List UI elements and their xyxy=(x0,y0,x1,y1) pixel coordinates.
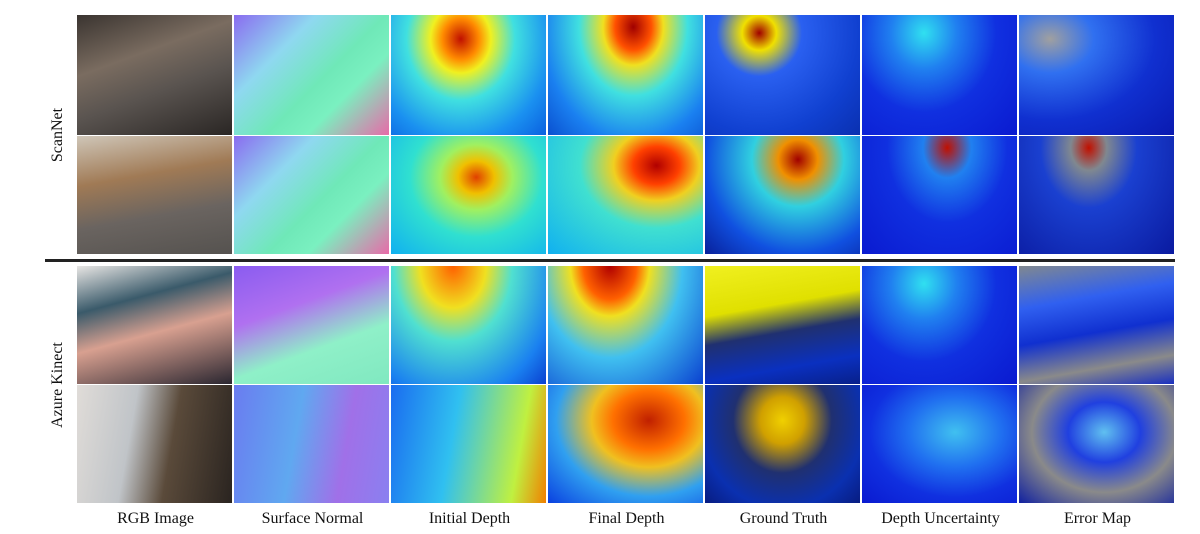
image-panel xyxy=(862,136,1017,254)
image-panel xyxy=(234,385,389,503)
image-panel xyxy=(548,266,703,384)
image-panel xyxy=(234,15,389,135)
image-panel xyxy=(391,266,546,384)
column-label: RGB Image xyxy=(117,510,194,527)
image-panel xyxy=(1019,266,1174,384)
image-panel xyxy=(862,15,1017,135)
image-panel xyxy=(548,136,703,254)
image-panel xyxy=(391,15,546,135)
image-panel xyxy=(705,15,860,135)
image-panel xyxy=(391,385,546,503)
image-panel xyxy=(234,266,389,384)
image-panel xyxy=(548,385,703,503)
image-panel xyxy=(77,385,232,503)
row-label: ScanNet xyxy=(49,107,66,163)
image-panel xyxy=(234,136,389,254)
column-label: Ground Truth xyxy=(739,510,828,527)
image-panel xyxy=(77,15,232,135)
image-panel xyxy=(77,266,232,384)
column-label: Final Depth xyxy=(588,510,665,527)
image-panel xyxy=(77,136,232,254)
image-panel xyxy=(391,136,546,254)
separator xyxy=(45,259,1175,262)
column-label: Initial Depth xyxy=(428,510,511,527)
image-panel xyxy=(1019,385,1174,503)
column-label: Error Map xyxy=(1063,510,1132,527)
column-label: Surface Normal xyxy=(261,510,364,527)
image-panel xyxy=(705,385,860,503)
row-label: Azure Kinect xyxy=(49,342,66,428)
image-panel xyxy=(705,266,860,384)
image-panel xyxy=(705,136,860,254)
image-panel xyxy=(862,385,1017,503)
column-label: Depth Uncertainty xyxy=(881,510,1000,527)
image-panel xyxy=(862,266,1017,384)
image-panel xyxy=(1019,15,1174,135)
image-panel xyxy=(548,15,703,135)
image-panel xyxy=(1019,136,1174,254)
